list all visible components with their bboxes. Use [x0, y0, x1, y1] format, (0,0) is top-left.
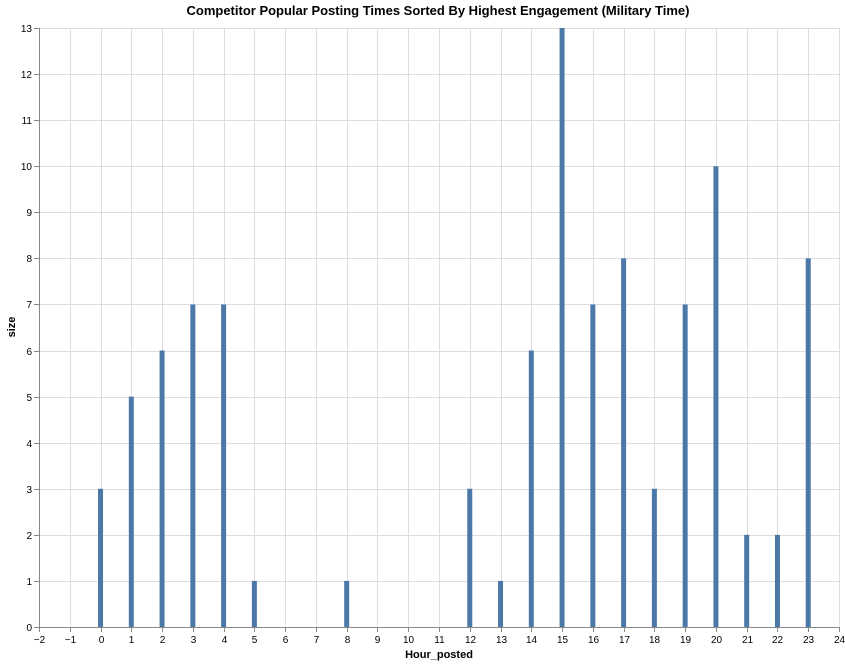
y-tick-label: 8: [26, 254, 32, 265]
y-tick-label: 0: [26, 623, 32, 634]
bar: [467, 488, 473, 627]
x-tick-label: 5: [252, 635, 258, 646]
x-tick-label: 12: [465, 635, 477, 646]
x-tick-label: 14: [526, 635, 538, 646]
y-tick-label: 6: [26, 347, 32, 358]
y-tick-label: 10: [21, 162, 33, 173]
bar: [344, 580, 350, 627]
bar: [159, 350, 165, 627]
bar: [621, 258, 627, 627]
x-tick-label: 10: [403, 635, 415, 646]
y-tick-label: 4: [26, 439, 32, 450]
bar: [774, 534, 780, 627]
bar: [128, 396, 134, 627]
grid: [39, 28, 840, 628]
y-tick-label: 1: [26, 577, 32, 588]
x-tick-label: 0: [99, 635, 105, 646]
x-tick-label: 1: [129, 635, 135, 646]
y-tick-label: 12: [21, 70, 33, 81]
bar: [528, 350, 534, 627]
bar: [559, 28, 565, 627]
bar: [744, 534, 750, 627]
x-axis-title: Hour_posted: [405, 649, 473, 661]
x-tick-label: 13: [496, 635, 508, 646]
x-tick-label: 17: [619, 635, 631, 646]
y-axis-title: size: [6, 317, 18, 338]
bar: [190, 304, 196, 627]
x-tick-label: 21: [742, 635, 754, 646]
x-tick-label: 15: [557, 635, 569, 646]
bars: [98, 28, 811, 627]
y-tick-label: 3: [26, 485, 32, 496]
x-tick-label: 23: [803, 635, 815, 646]
bar: [251, 580, 257, 627]
x-tick-label: 19: [680, 635, 692, 646]
bar: [590, 304, 596, 627]
x-tick-label: 9: [375, 635, 381, 646]
bar: [498, 580, 504, 627]
y-tick-label: 9: [26, 208, 32, 219]
y-tick-label: 2: [26, 531, 32, 542]
x-tick-label: 8: [345, 635, 351, 646]
x-tick-label: 2: [160, 635, 166, 646]
y-tick-label: 13: [21, 24, 33, 35]
y-tick-label: 5: [26, 393, 32, 404]
x-tick-label: 24: [834, 635, 845, 646]
x-tick-label: 20: [711, 635, 723, 646]
x-tick-label: 7: [314, 635, 320, 646]
x-tick-label: 4: [222, 635, 228, 646]
x-tick-label: 18: [649, 635, 661, 646]
x-tick-label: 22: [772, 635, 784, 646]
x-tick-label: −2: [34, 635, 46, 646]
bar: [713, 166, 719, 627]
bar: [651, 488, 657, 627]
chart-title: Competitor Popular Posting Times Sorted …: [187, 3, 690, 18]
axes: −2 −1 0 1 2 3 4 5 6 7 8 9 10 11 12 13 14 15 16 17 18 19 20 21 22…: [21, 24, 845, 646]
bar: [221, 304, 227, 627]
x-tick-label: 3: [191, 635, 197, 646]
y-tick-label: 7: [26, 300, 32, 311]
bar: [98, 488, 104, 627]
x-tick-label: −1: [65, 635, 77, 646]
x-tick-label: 6: [283, 635, 289, 646]
x-tick-label: 16: [588, 635, 600, 646]
x-tick-label: 11: [434, 635, 445, 646]
y-tick-label: 11: [22, 116, 33, 127]
bar: [682, 304, 688, 627]
bar: [805, 258, 811, 627]
